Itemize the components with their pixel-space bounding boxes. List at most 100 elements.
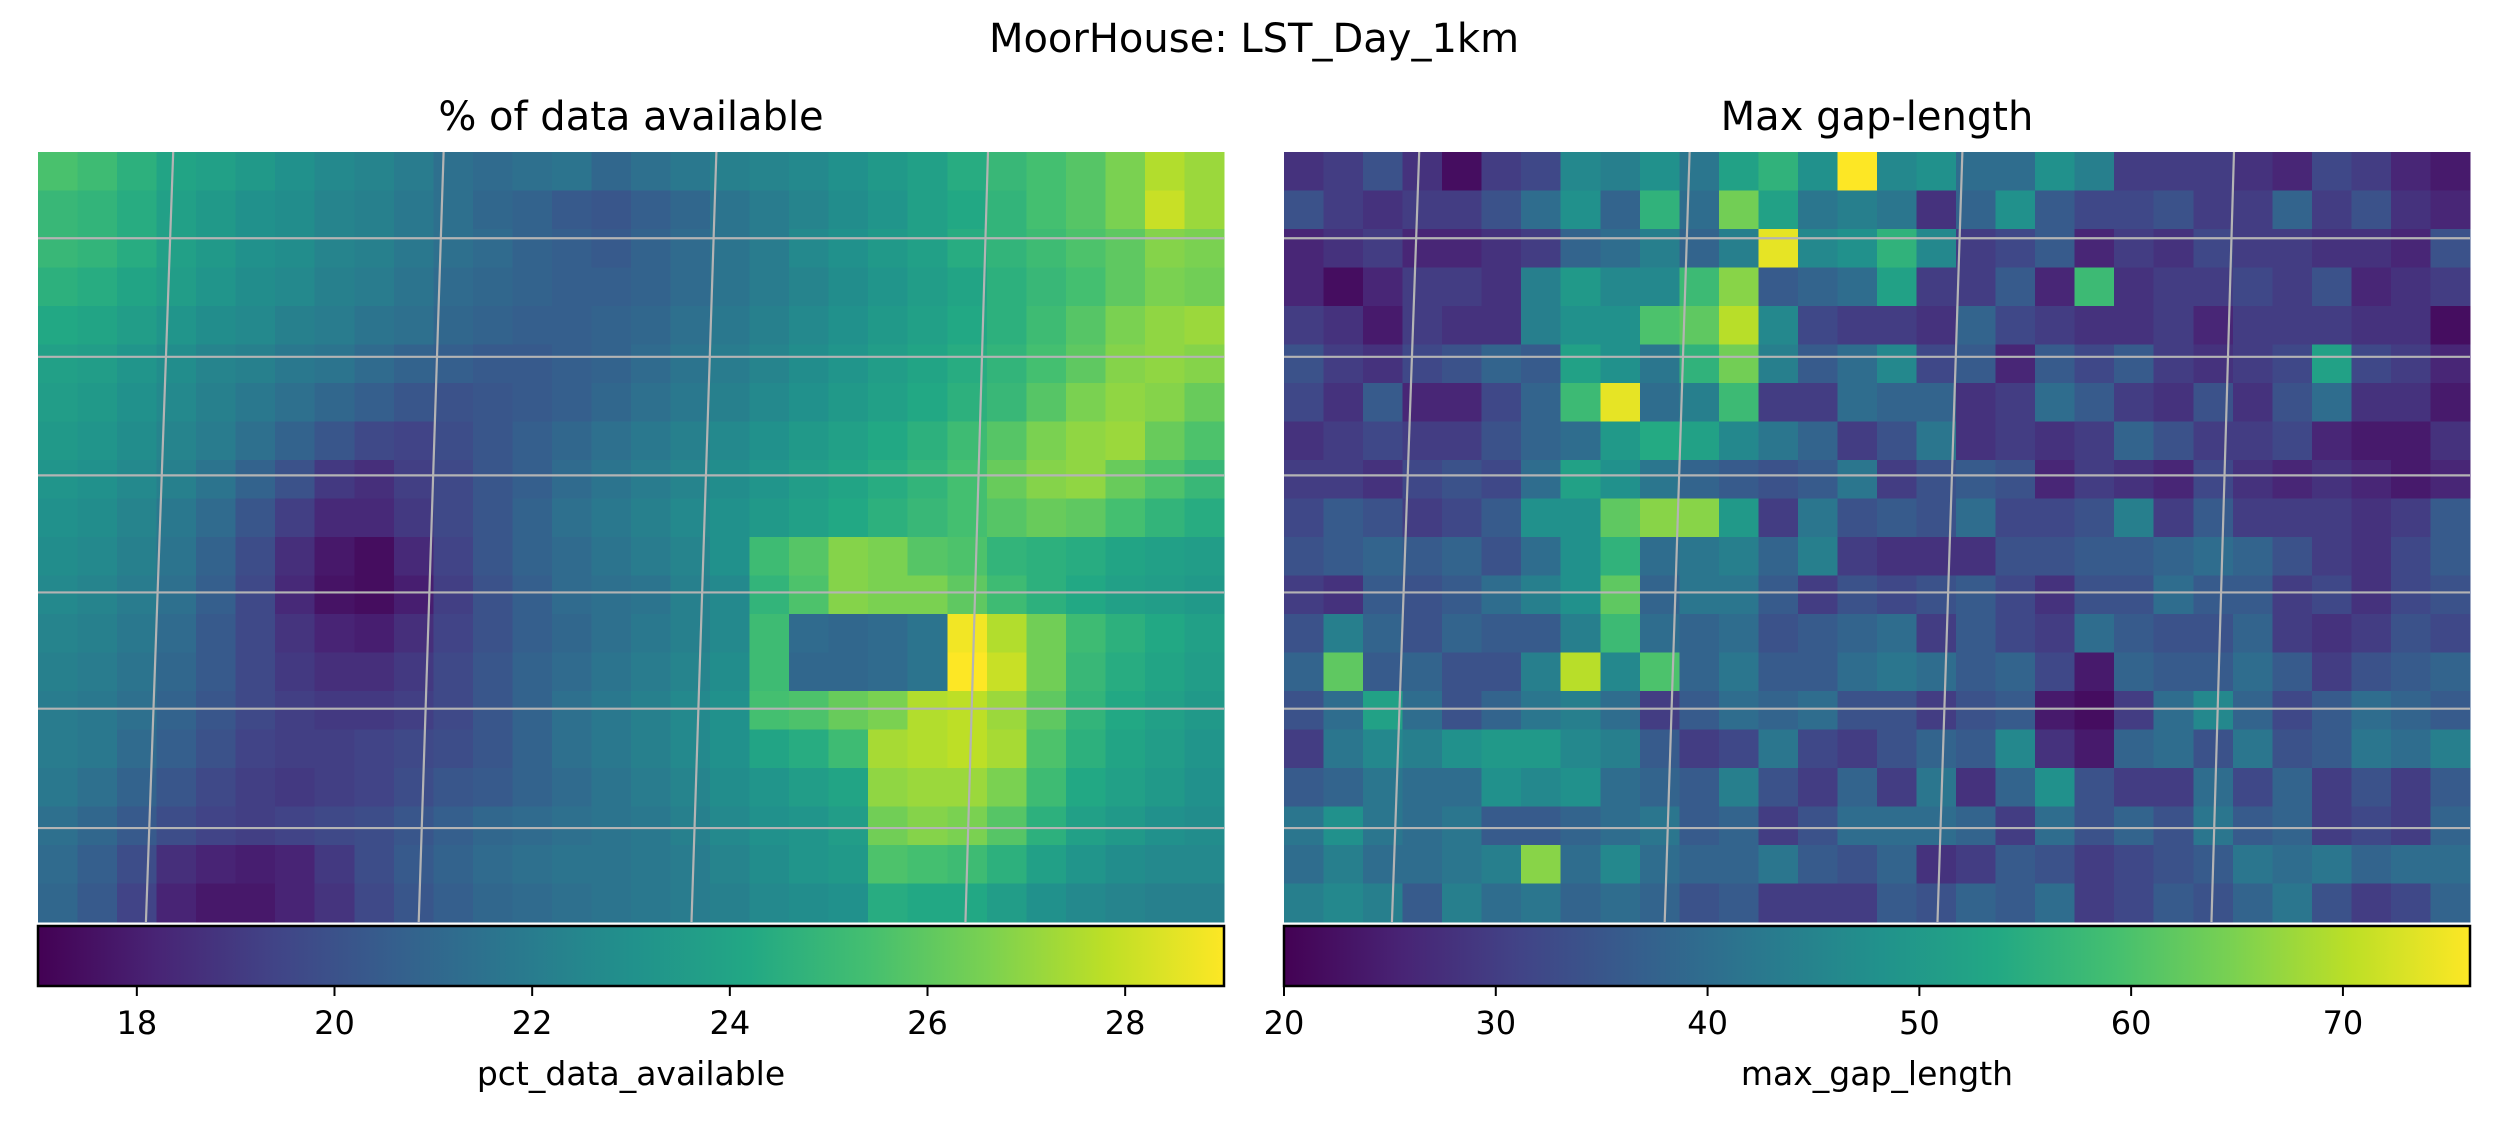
heatmap-cell <box>1284 267 1325 307</box>
heatmap-cell <box>2311 421 2352 461</box>
heatmap-cells-max-gap-length <box>1284 152 2471 923</box>
heatmap-cell <box>393 306 434 346</box>
heatmap-cell <box>1679 306 1720 346</box>
heatmap-cell <box>77 229 118 269</box>
heatmap-cell <box>2193 691 2234 731</box>
heatmap-cell <box>1877 883 1918 923</box>
heatmap-cell <box>1916 845 1957 885</box>
heatmap-cell <box>2074 421 2115 461</box>
heatmap-cell <box>2311 768 2352 808</box>
heatmap-cell <box>1758 537 1799 577</box>
heatmap-cell <box>1105 652 1146 692</box>
heatmap-cell <box>77 537 118 577</box>
heatmap-cell <box>670 460 711 500</box>
heatmap-cell <box>512 768 553 808</box>
heatmap-cell <box>1284 652 1325 692</box>
heatmap-cell <box>472 229 513 269</box>
heatmap-cell <box>1877 537 1918 577</box>
heatmap-cell <box>1442 229 1483 269</box>
heatmap-cell <box>354 267 395 307</box>
heatmap-cell <box>670 229 711 269</box>
heatmap-cell <box>631 652 672 692</box>
heatmap-cell <box>77 306 118 346</box>
heatmap-cell <box>235 806 276 846</box>
heatmap-cell <box>749 383 790 423</box>
heatmap-cell <box>1284 421 1325 461</box>
heatmap-cell <box>393 152 434 192</box>
heatmap-cell <box>828 845 869 885</box>
heatmap-cell <box>275 845 316 885</box>
heatmap-cell <box>1600 190 1641 230</box>
heatmap-cell <box>907 614 948 654</box>
heatmap-cell <box>2430 190 2471 230</box>
heatmap-cell <box>2390 575 2432 615</box>
heatmap-cell <box>551 614 593 654</box>
heatmap-cell <box>789 306 830 346</box>
heatmap-cell <box>1363 152 1404 192</box>
heatmap-cell <box>117 344 158 384</box>
heatmap-cell <box>986 190 1027 230</box>
heatmap-cell <box>1065 845 1106 885</box>
heatmap-cell <box>2351 575 2392 615</box>
heatmap-cell <box>472 421 513 461</box>
heatmap-cell <box>1402 229 1443 269</box>
heatmap-cell <box>2390 267 2432 307</box>
heatmap-cell <box>512 845 553 885</box>
heatmap-cell <box>1402 498 1443 538</box>
heatmap-cell <box>1560 344 1601 384</box>
heatmap-cell <box>1065 537 1106 577</box>
heatmap-cell <box>1105 845 1146 885</box>
heatmap-cell <box>2351 344 2392 384</box>
heatmap-cell <box>38 498 79 538</box>
heatmap-cell <box>670 267 711 307</box>
heatmap-cell <box>1284 344 1325 384</box>
heatmap-cell <box>235 421 276 461</box>
heatmap-cell <box>591 691 632 731</box>
heatmap-cell <box>275 614 316 654</box>
heatmap-cell <box>1144 306 1186 346</box>
heatmap-cell <box>196 768 237 808</box>
heatmap-cell <box>1105 614 1146 654</box>
heatmap-cell <box>868 229 909 269</box>
heatmap-cell <box>2193 421 2234 461</box>
heatmap-cell <box>1481 498 1522 538</box>
heatmap-cell <box>986 460 1027 500</box>
heatmap-cell <box>1323 691 1364 731</box>
heatmap-cell <box>631 190 672 230</box>
heatmap-cell <box>1837 691 1878 731</box>
heatmap-cell <box>631 421 672 461</box>
heatmap-cell <box>1639 806 1680 846</box>
heatmap-cell <box>1323 421 1364 461</box>
heatmap-cell <box>2153 652 2194 692</box>
heatmap-cell <box>1956 421 1997 461</box>
heatmap-cell <box>2430 537 2471 577</box>
heatmap-cell <box>1065 383 1106 423</box>
heatmap-cell <box>986 152 1027 192</box>
heatmap-cell <box>710 883 751 923</box>
heatmap-cell <box>2232 152 2273 192</box>
heatmap-cell <box>1442 498 1483 538</box>
heatmap-cell <box>2351 460 2392 500</box>
heatmap-cell <box>117 267 158 307</box>
heatmap-cell <box>354 460 395 500</box>
heatmap-cell <box>1521 306 1562 346</box>
heatmap-cell <box>156 691 197 731</box>
colorbar-tick-label: 50 <box>1899 1004 1940 1042</box>
heatmap-cell <box>2232 383 2273 423</box>
heatmap-cell <box>1758 614 1799 654</box>
heatmap-cell <box>275 152 316 192</box>
heatmap-cell <box>1065 806 1106 846</box>
heatmap-cell <box>393 421 434 461</box>
heatmap-cell <box>1995 652 2036 692</box>
heatmap-cell <box>2232 845 2273 885</box>
heatmap-cell <box>2232 421 2273 461</box>
heatmap-cell <box>1065 460 1106 500</box>
heatmap-cell <box>1560 306 1601 346</box>
heatmap-cell <box>1026 768 1067 808</box>
heatmap-cell <box>1026 845 1067 885</box>
heatmap-cell <box>828 883 869 923</box>
heatmap-cell <box>551 229 593 269</box>
heatmap-cell <box>2311 344 2352 384</box>
colorbar-tick-label: 18 <box>116 1004 157 1042</box>
